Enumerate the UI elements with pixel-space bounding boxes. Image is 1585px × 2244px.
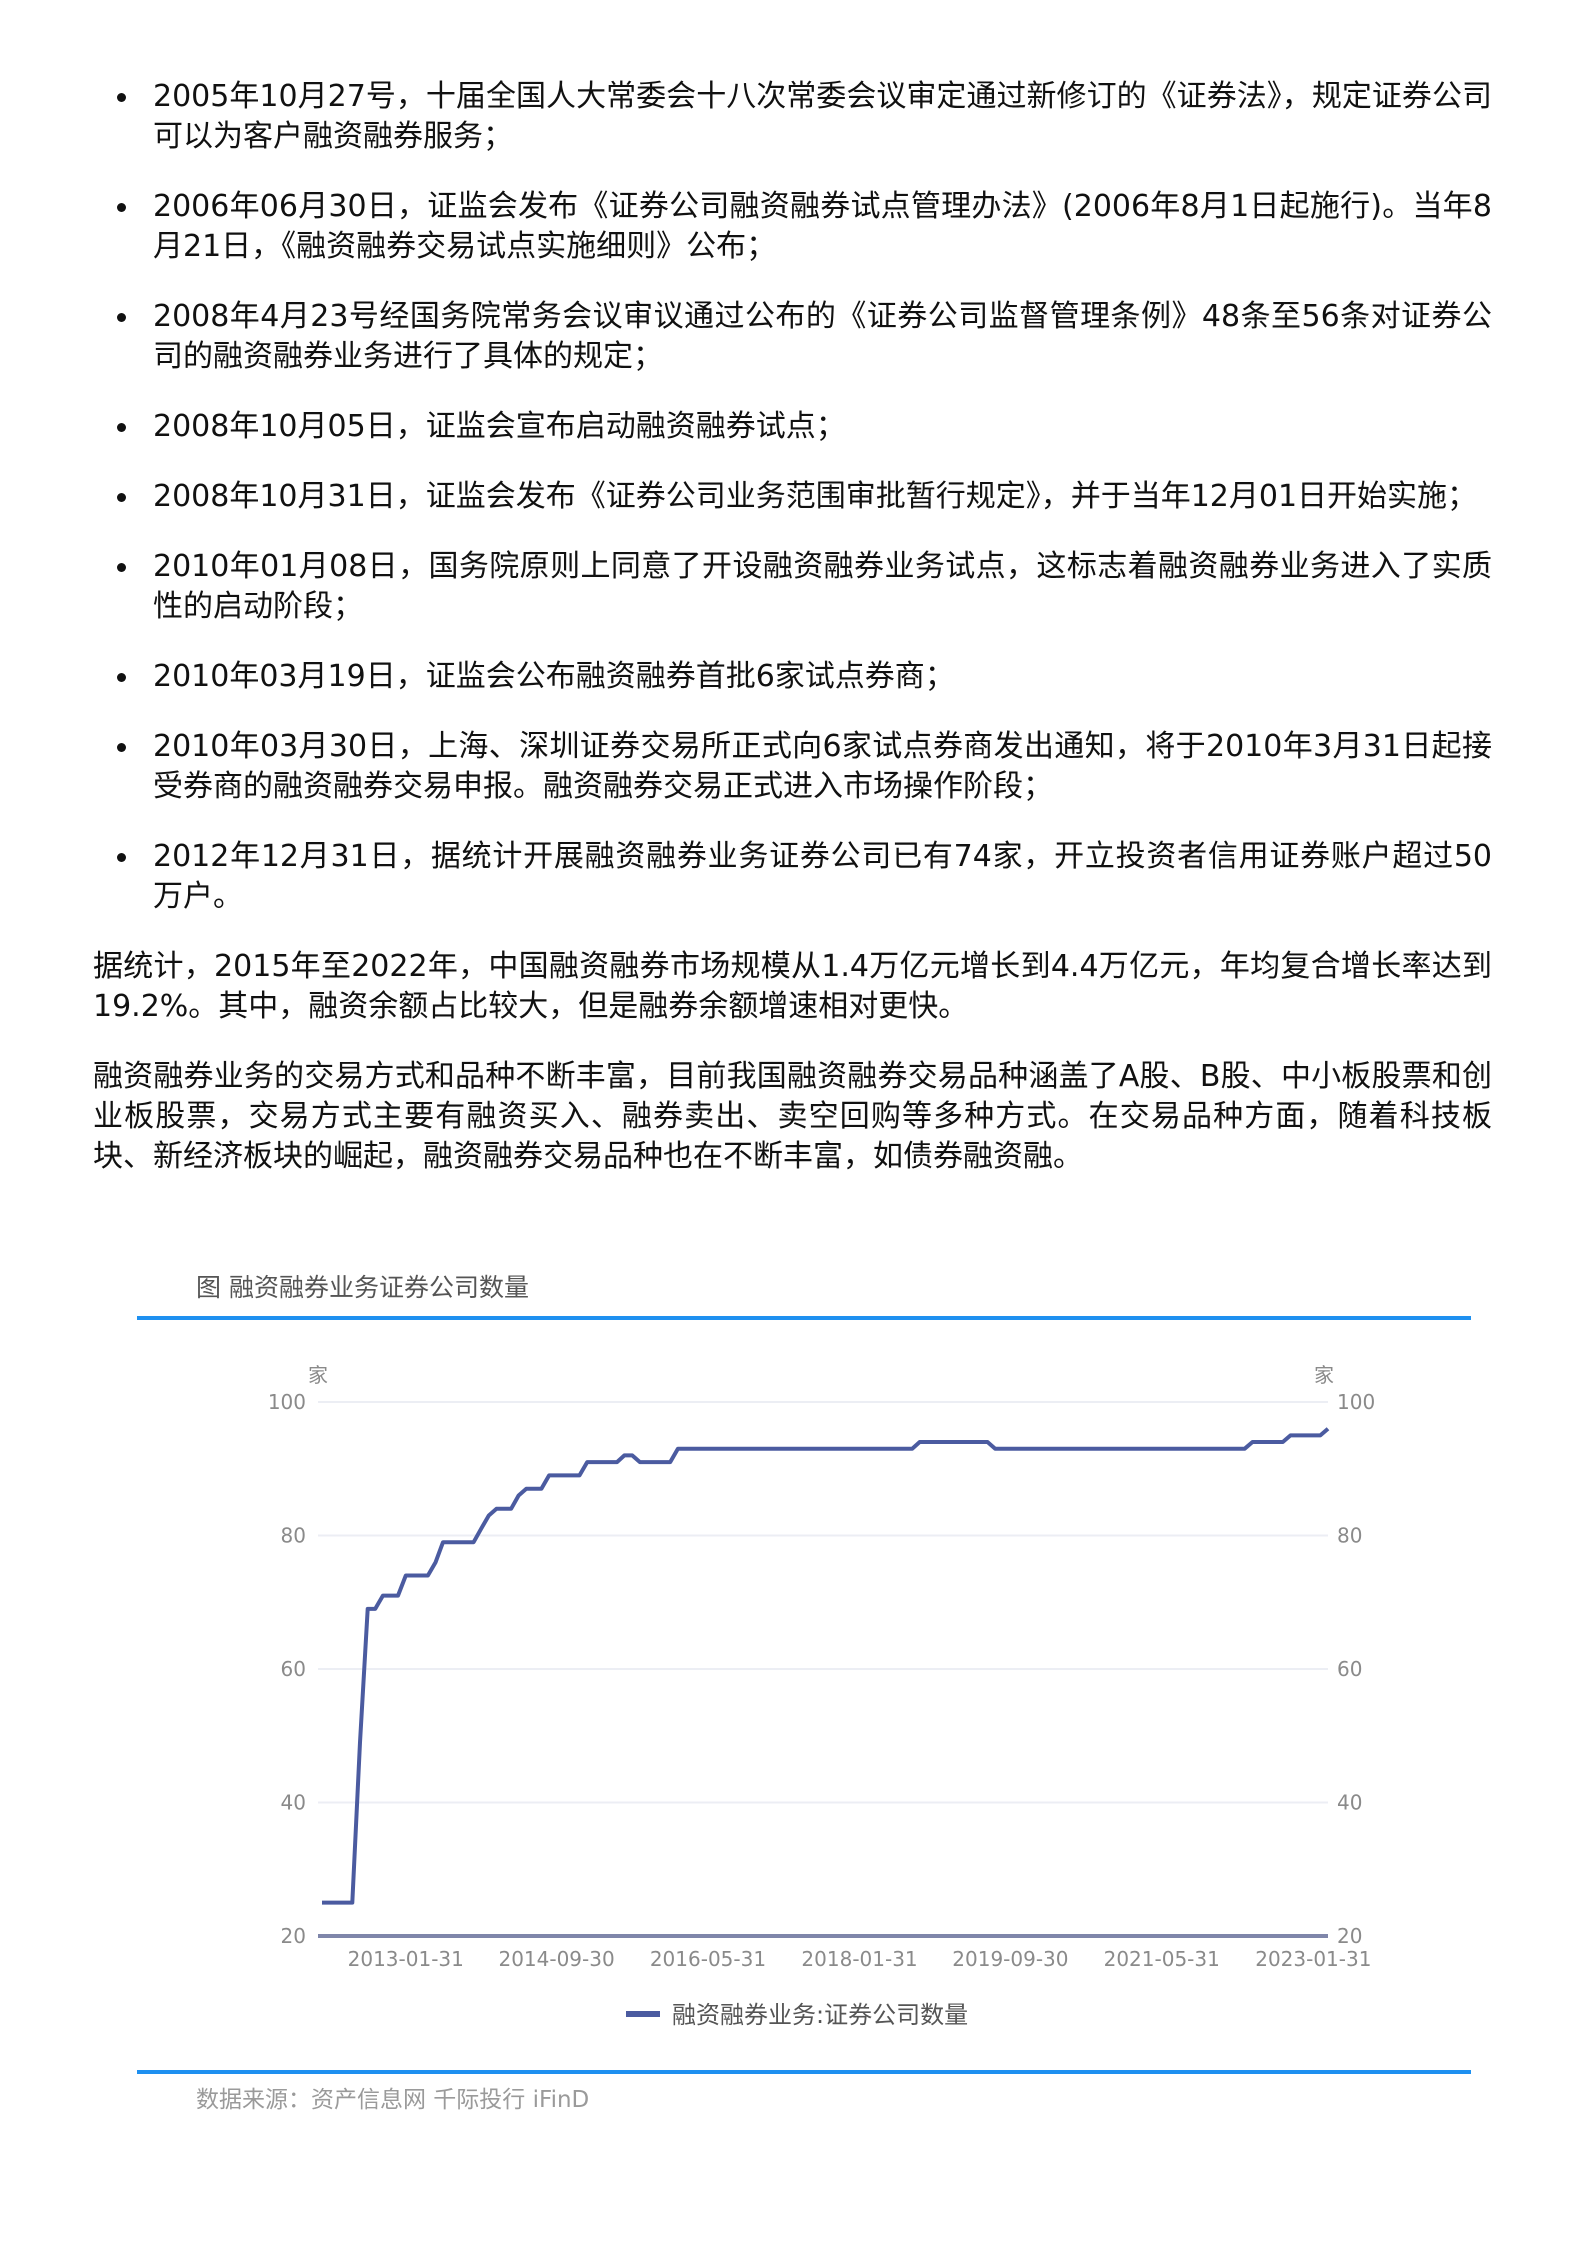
y-tick-right: 60 <box>1337 1657 1362 1681</box>
list-item: 2012年12月31日，据统计开展融资融券业务证券公司已有74家，开立投资者信用… <box>93 837 1492 917</box>
y-unit-right: 家 <box>1314 1363 1334 1387</box>
y-tick-left: 60 <box>281 1657 306 1681</box>
x-tick-label: 2023-01-31 <box>1255 1947 1371 1971</box>
list-item-text: 2006年06月30日，证监会发布《证券公司融资融券试点管理办法》(2006年8… <box>153 189 1492 264</box>
y-tick-right: 20 <box>1337 1924 1362 1948</box>
paragraph-market-size: 据统计，2015年至2022年，中国融资融券市场规模从1.4万亿元增长到4.4万… <box>93 949 1492 1024</box>
y-tick-left: 80 <box>281 1524 306 1548</box>
list-item-text: 2010年03月30日，上海、深圳证券交易所正式向6家试点券商发出通知，将于20… <box>153 729 1492 804</box>
figure-bottom-rule <box>137 2070 1471 2074</box>
axis-ticks: 20 20 40 40 60 60 80 80 100 100 2013-01-31 2014-09-… <box>268 1390 1375 1971</box>
bullet-icon <box>117 423 126 432</box>
list-item: 2010年03月30日，上海、深圳证券交易所正式向6家试点券商发出通知，将于20… <box>93 727 1492 807</box>
timeline-list: 2005年10月27号，十届全国人大常委会十八次常委会议审定通过新修订的《证券法… <box>93 77 1492 917</box>
list-item-text: 2012年12月31日，据统计开展融资融券业务证券公司已有74家，开立投资者信用… <box>153 839 1492 914</box>
list-item: 2008年4月23号经国务院常务会议审议通过公布的《证券公司监督管理条例》48条… <box>93 297 1492 377</box>
list-item: 2010年01月08日，国务院原则上同意了开设融资融券业务试点，这标志着融资融券… <box>93 547 1492 627</box>
y-tick-left: 20 <box>281 1924 306 1948</box>
bullet-icon <box>117 313 126 322</box>
x-tick-label: 2021-05-31 <box>1104 1947 1220 1971</box>
list-item: 2005年10月27号，十届全国人大常委会十八次常委会议审定通过新修订的《证券法… <box>93 77 1492 157</box>
list-item-text: 2010年03月19日，证监会公布融资融券首批6家试点券商； <box>153 659 955 694</box>
gridlines <box>318 1401 1328 1938</box>
bullet-icon <box>117 93 126 102</box>
list-item-text: 2008年10月31日，证监会发布《证券公司业务范围审批暂行规定》，并于当年12… <box>153 479 1478 514</box>
list-item: 2010年03月19日，证监会公布融资融券首批6家试点券商； <box>93 657 1492 697</box>
bullet-icon <box>117 203 126 212</box>
figure-title: 图 融资融券业务证券公司数量 <box>196 1273 529 1302</box>
paragraph-trading-methods: 融资融券业务的交易方式和品种不断丰富，目前我国融资融券交易品种涵盖了A股、B股、… <box>93 1059 1492 1174</box>
y-tick-right: 80 <box>1337 1524 1362 1548</box>
x-tick-label: 2013-01-31 <box>348 1947 464 1971</box>
series-line <box>322 1427 1330 1905</box>
x-tick-label: 2019-09-30 <box>952 1947 1068 1971</box>
y-tick-right: 100 <box>1337 1390 1375 1414</box>
bullet-icon <box>117 673 126 682</box>
legend-label: 融资融券业务:证券公司数量 <box>672 2001 968 2029</box>
x-tick-label: 2014-09-30 <box>498 1947 614 1971</box>
y-tick-left: 100 <box>268 1390 306 1414</box>
bullet-icon <box>117 493 126 502</box>
bullet-icon <box>117 743 126 752</box>
x-tick-label: 2018-01-31 <box>801 1947 917 1971</box>
document-body: 2005年10月27号，十届全国人大常委会十八次常委会议审定通过新修订的《证券法… <box>93 77 1492 1207</box>
bullet-icon <box>117 563 126 572</box>
bullet-icon <box>117 853 126 862</box>
list-item-text: 2010年01月08日，国务院原则上同意了开设融资融券业务试点，这标志着融资融券… <box>153 549 1492 624</box>
list-item: 2008年10月31日，证监会发布《证券公司业务范围审批暂行规定》，并于当年12… <box>93 477 1492 517</box>
line-chart: 20 20 40 40 60 60 80 80 100 100 2013-01-31 2014-09-… <box>268 1363 1375 2029</box>
list-item-text: 2005年10月27号，十届全国人大常委会十八次常委会议审定通过新修订的《证券法… <box>153 79 1492 154</box>
list-item-text: 2008年4月23号经国务院常务会议审议通过公布的《证券公司监督管理条例》48条… <box>153 299 1492 374</box>
y-tick-right: 40 <box>1337 1791 1362 1815</box>
list-item-text: 2008年10月05日，证监会宣布启动融资融券试点； <box>153 409 846 444</box>
y-tick-left: 40 <box>281 1791 306 1815</box>
list-item: 2008年10月05日，证监会宣布启动融资融券试点； <box>93 407 1492 447</box>
x-tick-label: 2016-05-31 <box>650 1947 766 1971</box>
y-unit-left: 家 <box>308 1363 328 1387</box>
list-item: 2006年06月30日，证监会发布《证券公司融资融券试点管理办法》(2006年8… <box>93 187 1492 267</box>
figure-source: 数据来源：资产信息网 千际投行 iFinD <box>196 2087 590 2113</box>
figure-top-rule <box>137 1316 1471 1320</box>
